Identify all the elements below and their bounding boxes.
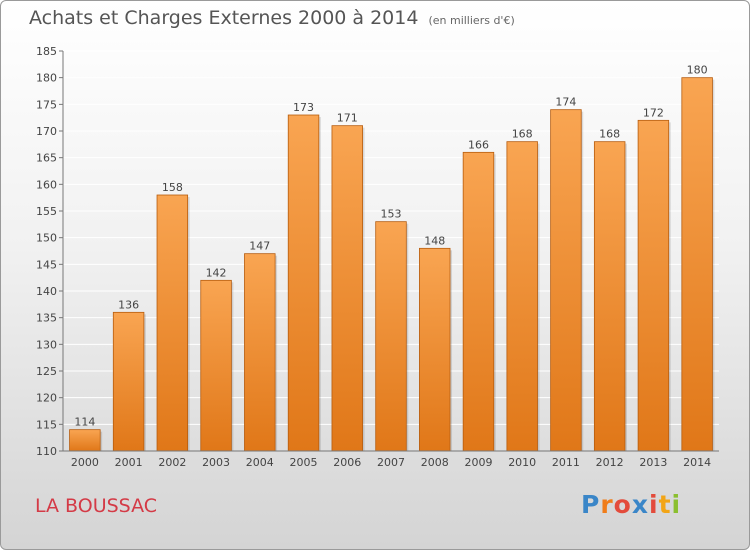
y-tick-label: 125 (36, 365, 57, 378)
bar (593, 141, 626, 452)
y-tick-label: 140 (36, 285, 57, 298)
bars: 114 136 158 142 147 173 171 153 148 166 168 174 168 1… (69, 64, 715, 452)
bar-value-label: 153 (381, 208, 402, 221)
bar-value-label: 147 (249, 240, 270, 253)
bar-value-label: 168 (599, 128, 620, 141)
x-tick-label: 2008 (421, 456, 449, 469)
x-tick-label: 2010 (508, 456, 536, 469)
chart-subtitle: (en milliers d'€) (428, 14, 515, 27)
y-tick-label: 120 (36, 392, 57, 405)
title-text: Achats et Charges Externes 2000 à 2014 (29, 7, 419, 29)
x-tick-label: 2012 (596, 456, 624, 469)
y-tick-label: 145 (36, 258, 57, 271)
bar (375, 221, 407, 452)
y-tick-label: 175 (36, 98, 57, 111)
bar (112, 311, 145, 452)
x-tick-label: 2000 (71, 456, 99, 469)
logo-letter: t (658, 490, 672, 519)
bar (462, 151, 495, 452)
bar (287, 114, 320, 452)
logo-letter: x (631, 490, 649, 519)
bar (506, 141, 538, 452)
bar-value-label: 171 (337, 112, 358, 125)
bar (637, 119, 670, 452)
bar (681, 77, 713, 452)
proxiti-logo: Proxiti (581, 490, 681, 519)
bar-value-label: 142 (206, 266, 227, 279)
logo-letter: i (671, 490, 682, 519)
bar-value-label: 180 (687, 64, 708, 77)
y-tick-label: 150 (36, 232, 57, 245)
logo-letter: r (600, 490, 614, 519)
logo-letter: o (613, 490, 632, 519)
y-tick-label: 110 (36, 445, 57, 458)
bar-value-label: 172 (643, 106, 664, 119)
y-tick-label: 170 (36, 125, 57, 138)
x-tick-label: 2011 (552, 456, 580, 469)
x-tick-label: 2004 (246, 456, 274, 469)
x-tick-label: 2003 (202, 456, 230, 469)
bar-value-label: 158 (162, 181, 183, 194)
x-tick-label: 2006 (333, 456, 361, 469)
bar (69, 429, 101, 452)
x-tick-label: 2007 (377, 456, 405, 469)
bar (156, 194, 189, 452)
bar-value-label: 174 (555, 96, 576, 109)
y-tick-label: 165 (36, 152, 57, 165)
x-tick-label: 2013 (639, 456, 667, 469)
bar (200, 279, 232, 452)
x-tick-label: 2009 (464, 456, 492, 469)
y-tick-label: 185 (36, 45, 57, 58)
x-tick-label: 2001 (115, 456, 143, 469)
bar-value-label: 148 (424, 234, 445, 247)
bar-value-label: 168 (512, 128, 533, 141)
x-tick-label: 2005 (290, 456, 318, 469)
bar-value-label: 136 (118, 298, 139, 311)
y-tick-label: 115 (36, 418, 57, 431)
x-axis: 2000 2001 2002 2003 2004 2005 2006 2007 2008 2009… (63, 450, 719, 469)
chart-title: Achats et Charges Externes 2000 à 2014 (e… (29, 7, 515, 29)
y-tick-label: 180 (36, 72, 57, 85)
bar (419, 247, 451, 452)
logo-letter: i (649, 490, 659, 519)
city-name: LA BOUSSAC (35, 495, 158, 517)
bar-value-label: 114 (74, 416, 95, 429)
y-tick-label: 160 (36, 178, 57, 191)
y-tick-label: 130 (36, 338, 57, 351)
x-tick-label: 2002 (158, 456, 186, 469)
bar-value-label: 166 (468, 138, 489, 151)
bar-value-label: 173 (293, 101, 314, 114)
y-tick-label: 135 (36, 312, 57, 325)
y-axis: 110 115 120 125 130 135 140 145 150 155 160 165 170 1… (36, 45, 64, 458)
bar (331, 125, 363, 452)
bar (244, 253, 276, 452)
logo-letter: P (581, 490, 601, 519)
x-tick-label: 2014 (683, 456, 711, 469)
y-tick-label: 155 (36, 205, 57, 218)
bar (550, 109, 582, 452)
